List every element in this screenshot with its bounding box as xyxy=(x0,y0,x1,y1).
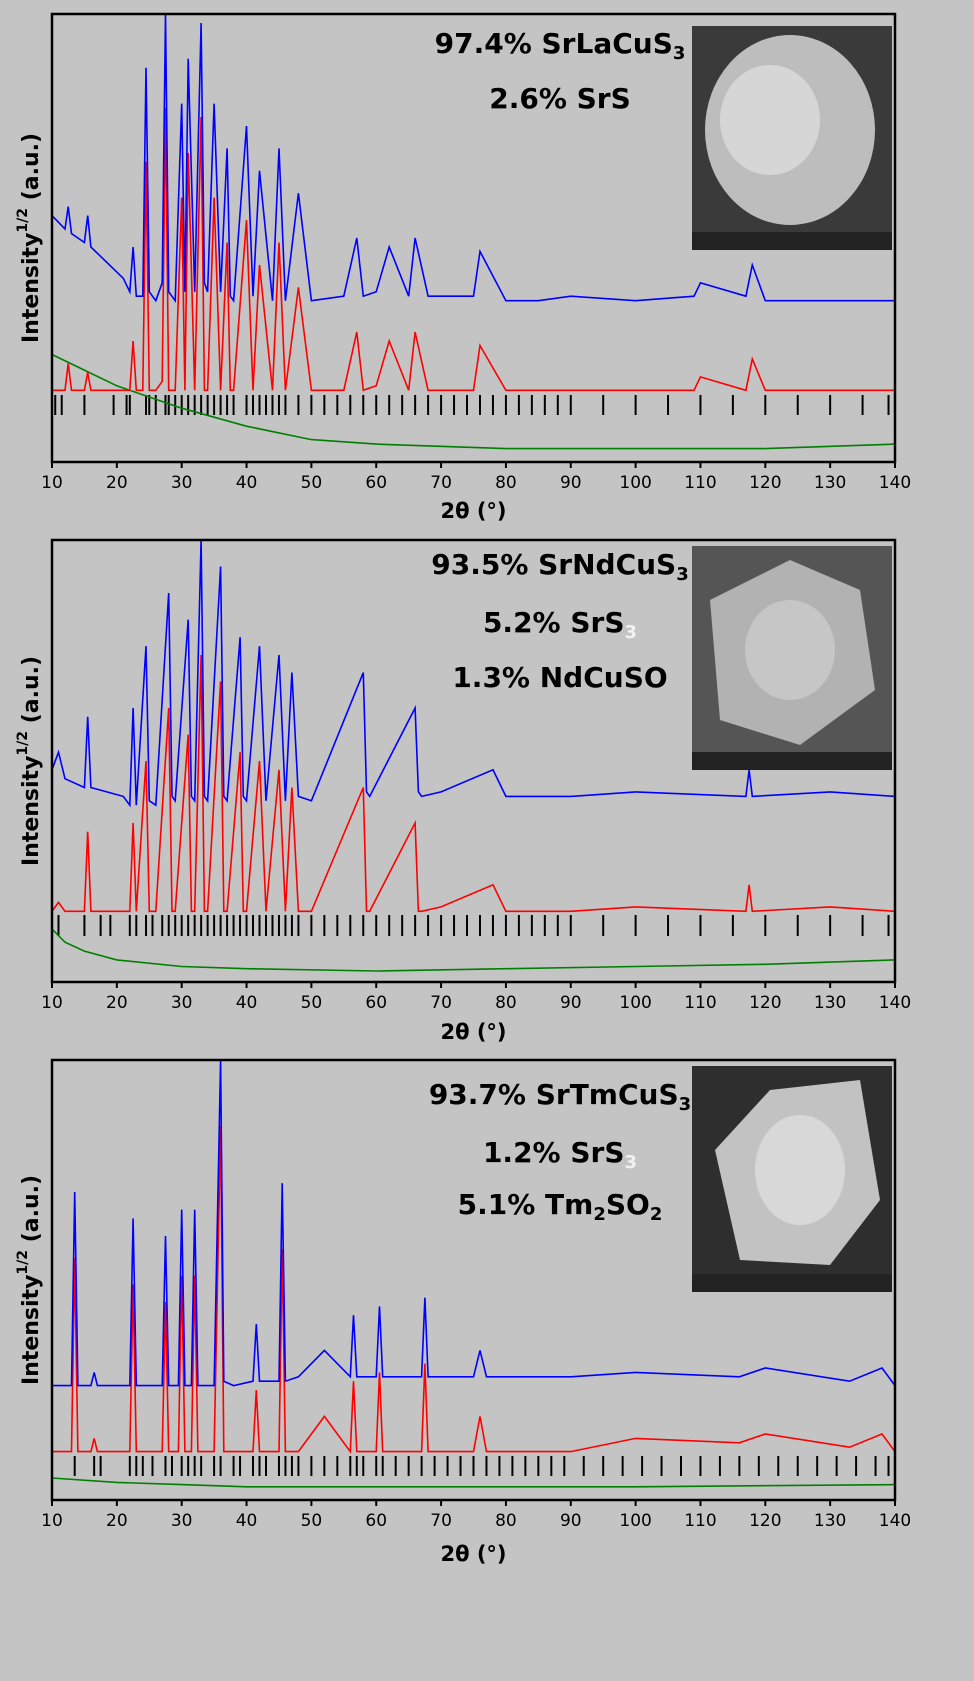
x-tick-label: 90 xyxy=(560,473,582,493)
text-segment: 93.5% SrNdCuS xyxy=(431,548,676,581)
script: 3 xyxy=(676,564,689,585)
x-tick-label: 130 xyxy=(814,473,846,493)
x-axis-label: 2θ (°) xyxy=(440,1542,506,1566)
text-segment: 97.4% SrLaCuS xyxy=(435,27,673,60)
x-tick-label: 130 xyxy=(814,993,846,1013)
text-segment: 93.7% SrTmCuS xyxy=(429,1078,679,1111)
text-segment: Intensity xyxy=(19,1275,44,1385)
page: 10 20 30 40 50 60 70 80 90 100 110 120 130 140 2θ (°) I… xyxy=(0,0,974,1677)
y-axis-label: Intensity1/2 (a.u.) xyxy=(15,133,44,343)
x-tick-label: 100 xyxy=(619,993,651,1013)
annotation: 1.2% SrS3 xyxy=(483,1136,637,1173)
x-tick-label: 30 xyxy=(171,473,193,493)
background xyxy=(0,0,974,1677)
annotation: 97.4% SrLaCuS3 xyxy=(435,27,686,64)
script: 2 xyxy=(650,1204,663,1225)
text-segment: Intensity xyxy=(19,233,44,343)
annotation: 2.6% SrS xyxy=(489,82,631,115)
script: 1/2 xyxy=(15,731,31,756)
x-axis-label: 2θ (°) xyxy=(440,1020,506,1044)
text-segment: 5.1% Tm xyxy=(458,1188,594,1221)
x-tick-label: 70 xyxy=(430,473,452,493)
x-axis-label: 2θ (°) xyxy=(440,499,506,523)
x-tick-label: 40 xyxy=(236,1511,258,1531)
x-tick-label: 110 xyxy=(684,1511,716,1531)
x-tick-label: 70 xyxy=(430,1511,452,1531)
x-tick-label: 20 xyxy=(106,473,128,493)
script: 3 xyxy=(673,43,686,64)
figure: 10 20 30 40 50 60 70 80 90 100 110 120 130 140 2θ (°) I… xyxy=(0,0,974,1677)
text-segment: 1.2% SrS xyxy=(483,1136,625,1169)
script: 3 xyxy=(625,1152,638,1173)
x-tick-label: 70 xyxy=(430,993,452,1013)
x-tick-label: 120 xyxy=(749,473,781,493)
x-tick-label: 90 xyxy=(560,993,582,1013)
x-tick-label: 80 xyxy=(495,1511,517,1531)
annotation: 93.5% SrNdCuS3 xyxy=(431,548,689,585)
x-tick-label: 110 xyxy=(684,993,716,1013)
x-tick-label: 140 xyxy=(879,1511,911,1531)
x-tick-label: 140 xyxy=(879,473,911,493)
x-tick-label: 90 xyxy=(560,1511,582,1531)
x-tick-label: 140 xyxy=(879,993,911,1013)
x-tick-label: 80 xyxy=(495,993,517,1013)
x-tick-label: 50 xyxy=(301,473,323,493)
x-tick-label: 10 xyxy=(41,473,63,493)
text-segment: 5.2% SrS xyxy=(483,606,625,639)
x-tick-label: 30 xyxy=(171,1511,193,1531)
x-tick-label: 60 xyxy=(365,473,387,493)
text-segment: 2.6% SrS xyxy=(489,82,631,115)
x-tick-label: 50 xyxy=(301,993,323,1013)
text-segment: (a.u.) xyxy=(19,656,44,731)
x-tick-label: 10 xyxy=(41,993,63,1013)
x-tick-label: 40 xyxy=(236,473,258,493)
x-tick-label: 110 xyxy=(684,473,716,493)
y-axis-label: Intensity1/2 (a.u.) xyxy=(15,656,44,866)
x-tick-label: 130 xyxy=(814,1511,846,1531)
annotation: 1.3% NdCuSO xyxy=(452,661,667,694)
text-segment: SO xyxy=(606,1188,650,1221)
sem-inset xyxy=(692,546,892,770)
x-tick-label: 30 xyxy=(171,993,193,1013)
y-axis-label: Intensity1/2 (a.u.) xyxy=(15,1175,44,1385)
x-tick-label: 60 xyxy=(365,1511,387,1531)
x-tick-label: 100 xyxy=(619,1511,651,1531)
x-tick-label: 50 xyxy=(301,1511,323,1531)
sem-inset xyxy=(692,26,892,250)
x-tick-label: 60 xyxy=(365,993,387,1013)
annotation: 93.7% SrTmCuS3 xyxy=(429,1078,691,1115)
text-segment: (a.u.) xyxy=(19,1175,44,1250)
x-tick-label: 20 xyxy=(106,993,128,1013)
x-tick-label: 120 xyxy=(749,1511,781,1531)
script: 3 xyxy=(625,622,638,643)
x-tick-label: 40 xyxy=(236,993,258,1013)
script: 1/2 xyxy=(15,208,31,233)
text-segment: Intensity xyxy=(19,756,44,866)
x-tick-label: 80 xyxy=(495,473,517,493)
annotation: 5.2% SrS3 xyxy=(483,606,637,643)
sem-inset xyxy=(692,1066,892,1292)
x-tick-label: 120 xyxy=(749,993,781,1013)
text-segment: (a.u.) xyxy=(19,133,44,208)
x-tick-label: 100 xyxy=(619,473,651,493)
text-segment: 1.3% NdCuSO xyxy=(452,661,667,694)
script: 1/2 xyxy=(15,1250,31,1275)
x-tick-label: 10 xyxy=(41,1511,63,1531)
x-tick-label: 20 xyxy=(106,1511,128,1531)
script: 3 xyxy=(679,1094,692,1115)
annotation: 5.1% Tm2SO2 xyxy=(458,1188,663,1225)
script: 2 xyxy=(593,1204,606,1225)
